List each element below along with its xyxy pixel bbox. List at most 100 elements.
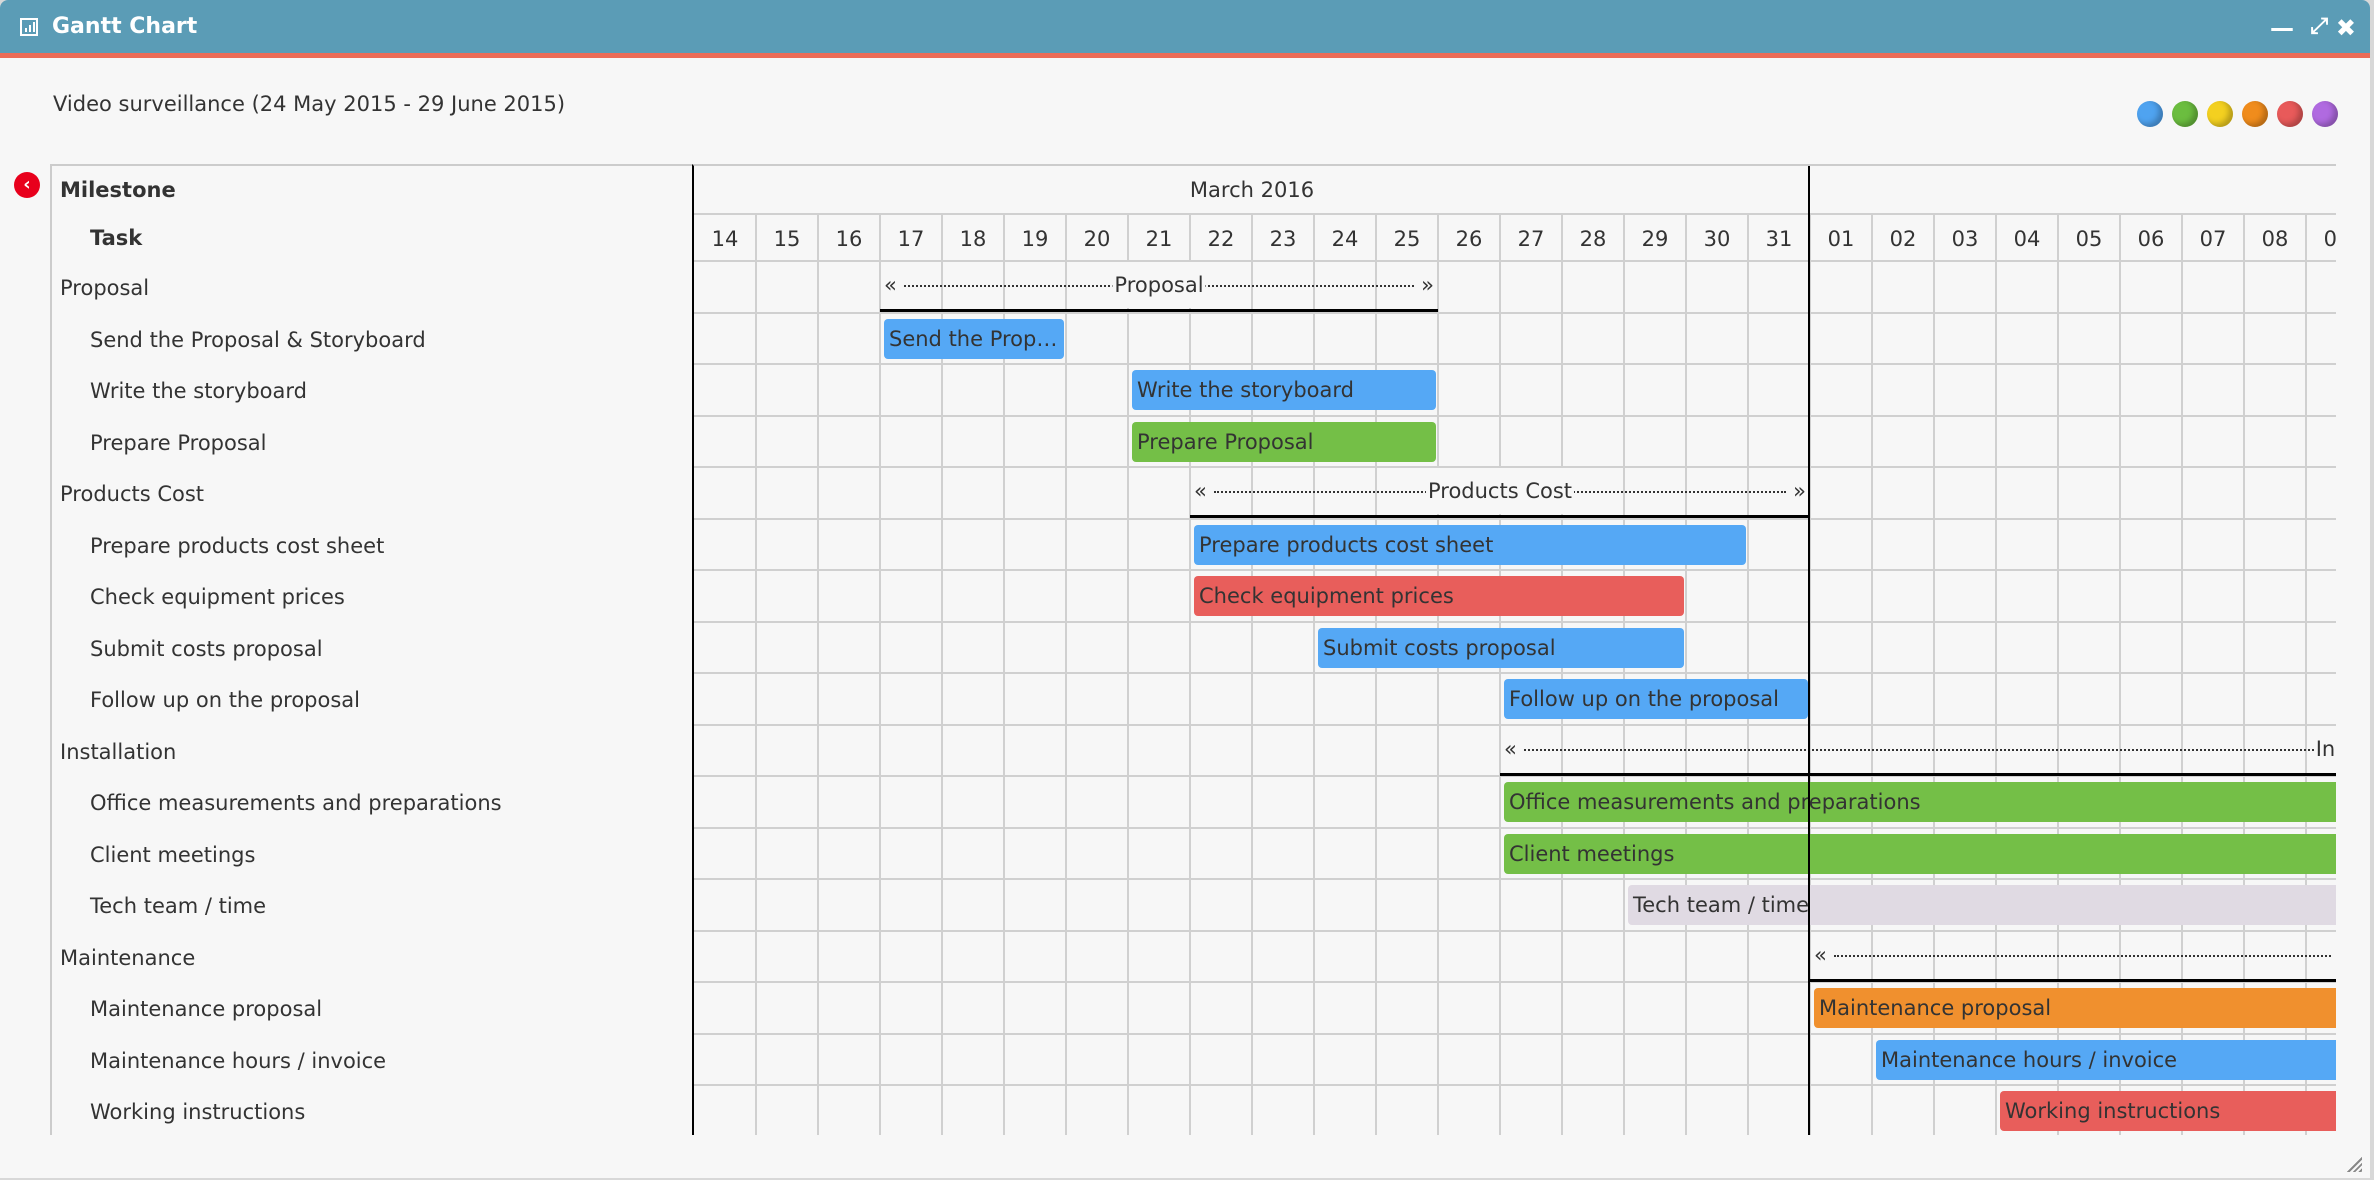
day-label: 24 bbox=[1331, 227, 1359, 251]
minimize-icon[interactable]: — bbox=[2270, 14, 2294, 42]
day-label: 27 bbox=[1517, 227, 1545, 251]
milestone-row[interactable]: Maintenance bbox=[60, 932, 195, 984]
color-dot[interactable] bbox=[2172, 101, 2198, 127]
task-bar[interactable]: Write the storyboard bbox=[1132, 370, 1436, 410]
row-line bbox=[694, 981, 2336, 983]
milestone-row[interactable]: Products Cost bbox=[60, 468, 204, 520]
row-line bbox=[694, 878, 2336, 880]
grid-line bbox=[1809, 214, 1811, 1135]
grid-line bbox=[1313, 214, 1315, 1135]
task-row[interactable]: Client meetings bbox=[90, 829, 255, 881]
task-row[interactable]: Write the storyboard bbox=[90, 365, 307, 417]
task-bar[interactable]: Check equipment prices bbox=[1194, 576, 1684, 616]
day-label: 28 bbox=[1579, 227, 1607, 251]
task-row[interactable]: Prepare Proposal bbox=[90, 417, 267, 469]
grid-line bbox=[755, 214, 757, 1135]
grid-line bbox=[2057, 214, 2059, 1135]
row-line bbox=[694, 569, 2336, 571]
grid-line bbox=[1065, 214, 1067, 1135]
milestone-row[interactable]: Installation bbox=[60, 726, 176, 778]
task-bar[interactable]: Office measurements and preparations bbox=[1504, 782, 2336, 822]
color-dot[interactable] bbox=[2207, 101, 2233, 127]
task-row[interactable]: Maintenance hours / invoice bbox=[90, 1035, 386, 1087]
row-line bbox=[694, 620, 2336, 623]
task-bar[interactable]: Submit costs proposal bbox=[1318, 627, 1684, 668]
task-row[interactable]: Tech team / time bbox=[90, 880, 266, 932]
milestone-bar[interactable]: « Products Cost » bbox=[1190, 468, 1810, 518]
task-bar[interactable]: Prepare Proposal bbox=[1132, 421, 1436, 462]
day-label: 15 bbox=[773, 227, 801, 251]
month-label: March 2016 bbox=[1189, 178, 1315, 202]
task-bar[interactable]: Maintenance hours / invoice bbox=[1876, 1039, 2336, 1080]
task-row[interactable]: Check equipment prices bbox=[90, 571, 345, 623]
close-icon[interactable]: ✖ bbox=[2335, 14, 2356, 42]
task-row[interactable]: Submit costs proposal bbox=[90, 623, 323, 675]
color-dot[interactable] bbox=[2242, 101, 2268, 127]
task-bar[interactable]: Tech team / time bbox=[1628, 885, 2336, 925]
task-bar[interactable]: Send the Propo... bbox=[884, 318, 1064, 359]
right-arrow-icon: » bbox=[1421, 273, 1434, 297]
expand-icon[interactable]: ⤢ bbox=[2310, 14, 2328, 39]
right-arrow-icon: » bbox=[1793, 479, 1806, 503]
grid-line bbox=[1499, 214, 1501, 1135]
row-line bbox=[694, 723, 2336, 726]
milestone-label: Proposal bbox=[60, 276, 150, 300]
resize-grip[interactable] bbox=[2346, 1156, 2362, 1172]
milestone-label: Installation bbox=[60, 739, 177, 764]
grid-line bbox=[2305, 214, 2307, 1135]
task-row[interactable]: Send the Proposal & Storyboard bbox=[90, 314, 426, 366]
row-line bbox=[694, 1032, 2336, 1035]
task-row[interactable]: Office measurements and preparations bbox=[90, 777, 502, 829]
task-bar[interactable]: Working instructions bbox=[2000, 1091, 2336, 1131]
month-divider bbox=[1808, 166, 1810, 1135]
row-line bbox=[694, 363, 2336, 365]
color-dot[interactable] bbox=[2277, 101, 2303, 127]
milestone-bar[interactable]: « Proposal » bbox=[880, 262, 1438, 312]
grid-line bbox=[941, 214, 943, 1135]
row-line bbox=[694, 414, 2336, 417]
milestone-bar-label: Maintena bbox=[2332, 931, 2336, 978]
task-label: Office measurements and preparations bbox=[90, 791, 502, 815]
grid-line bbox=[2119, 214, 2121, 1135]
row-line bbox=[694, 311, 2336, 314]
task-bar[interactable]: Prepare products cost sheet bbox=[1194, 524, 1746, 565]
grid-line bbox=[879, 214, 881, 1135]
grid-line bbox=[1995, 214, 1997, 1135]
milestone-bar[interactable]: « Installation bbox=[1500, 725, 2336, 776]
task-label: Maintenance proposal bbox=[90, 997, 323, 1021]
day-label: 29 bbox=[1641, 227, 1669, 251]
milestone-row[interactable]: Proposal bbox=[60, 262, 149, 314]
task-bar[interactable]: Maintenance proposal bbox=[1814, 988, 2336, 1028]
milestone-label: Products Cost bbox=[60, 482, 205, 506]
milestone-bar-label: Installation bbox=[2313, 725, 2336, 772]
row-line bbox=[694, 929, 2336, 932]
task-row[interactable]: Follow up on the proposal bbox=[90, 674, 360, 726]
grid-line bbox=[1189, 214, 1191, 1135]
color-dot[interactable] bbox=[2312, 101, 2338, 127]
grid-line bbox=[1933, 214, 1935, 1135]
task-bar[interactable]: Follow up on the proposal bbox=[1504, 679, 1808, 719]
task-row[interactable]: Maintenance proposal bbox=[90, 983, 322, 1035]
collapse-panel-button[interactable]: ‹ bbox=[14, 172, 40, 198]
task-bar[interactable]: Client meetings bbox=[1504, 833, 2336, 874]
task-label: Client meetings bbox=[90, 842, 256, 867]
bar-chart-icon bbox=[20, 17, 38, 36]
dotted-line bbox=[1834, 954, 2336, 957]
grid-line bbox=[1375, 214, 1377, 1135]
grid-line bbox=[1747, 214, 1749, 1135]
milestone-column-header: Milestone bbox=[60, 178, 176, 202]
task-label: Submit costs proposal bbox=[90, 636, 323, 661]
milestone-label: Maintenance bbox=[60, 945, 196, 970]
task-row[interactable]: Working instructions bbox=[90, 1086, 305, 1135]
milestone-bar-label: Proposal bbox=[1112, 262, 1206, 308]
day-label: 17 bbox=[897, 227, 925, 251]
color-dot[interactable] bbox=[2137, 101, 2163, 127]
task-row[interactable]: Prepare products cost sheet bbox=[90, 520, 384, 572]
task-label: Prepare Proposal bbox=[90, 430, 267, 455]
row-line bbox=[694, 517, 2336, 520]
grid-line bbox=[1251, 214, 1253, 1135]
milestone-bar[interactable]: « Maintena bbox=[1810, 931, 2336, 982]
row-line bbox=[694, 466, 2336, 468]
day-label: 02 bbox=[1889, 227, 1917, 251]
task-label: Write the storyboard bbox=[90, 379, 307, 403]
